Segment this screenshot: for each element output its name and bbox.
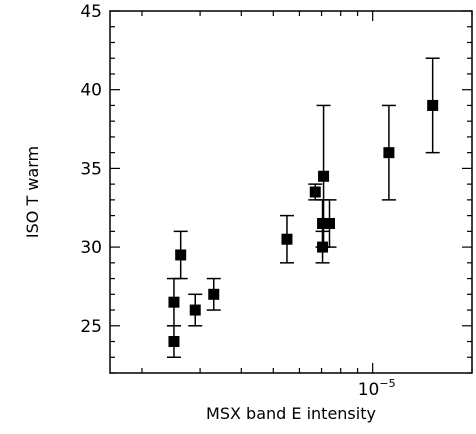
data-point [322, 199, 337, 248]
point-marker [189, 304, 201, 316]
data-point [166, 277, 181, 327]
data-point [173, 230, 188, 280]
x-axis-label: MSX band E intensity [206, 404, 376, 423]
data-point [381, 104, 396, 201]
y-tick-label: 45 [80, 2, 102, 22]
y-tick-label: 25 [80, 317, 102, 337]
y-tick-label: 40 [80, 81, 102, 101]
point-marker [383, 147, 395, 159]
data-point [308, 183, 323, 201]
data-point [279, 214, 294, 264]
y-tick-label: 35 [80, 159, 102, 179]
point-marker [323, 217, 335, 229]
x-tick-label: 10−5 [358, 377, 396, 400]
data-point [425, 57, 440, 154]
point-marker [175, 249, 187, 261]
point-marker [208, 288, 220, 300]
y-axis-label: ISO T warm [23, 146, 42, 238]
point-marker [168, 296, 180, 308]
point-marker [281, 233, 293, 245]
x-tick-label-base: 10 [358, 380, 380, 400]
point-marker [309, 186, 321, 198]
y-tick-label: 30 [80, 238, 102, 258]
x-tick-label-exponent: −5 [379, 377, 395, 390]
point-marker [318, 170, 330, 182]
plot-frame [109, 10, 473, 374]
data-point [166, 325, 181, 359]
data-point [188, 293, 203, 327]
point-marker [317, 217, 329, 229]
point-marker [168, 336, 180, 348]
point-marker [427, 99, 439, 111]
y-axis-ticks: 25 30 35 40 45 [80, 2, 472, 374]
data-point [206, 277, 221, 311]
data-points [166, 57, 440, 359]
x-axis-ticks: 10−5 [141, 11, 473, 400]
